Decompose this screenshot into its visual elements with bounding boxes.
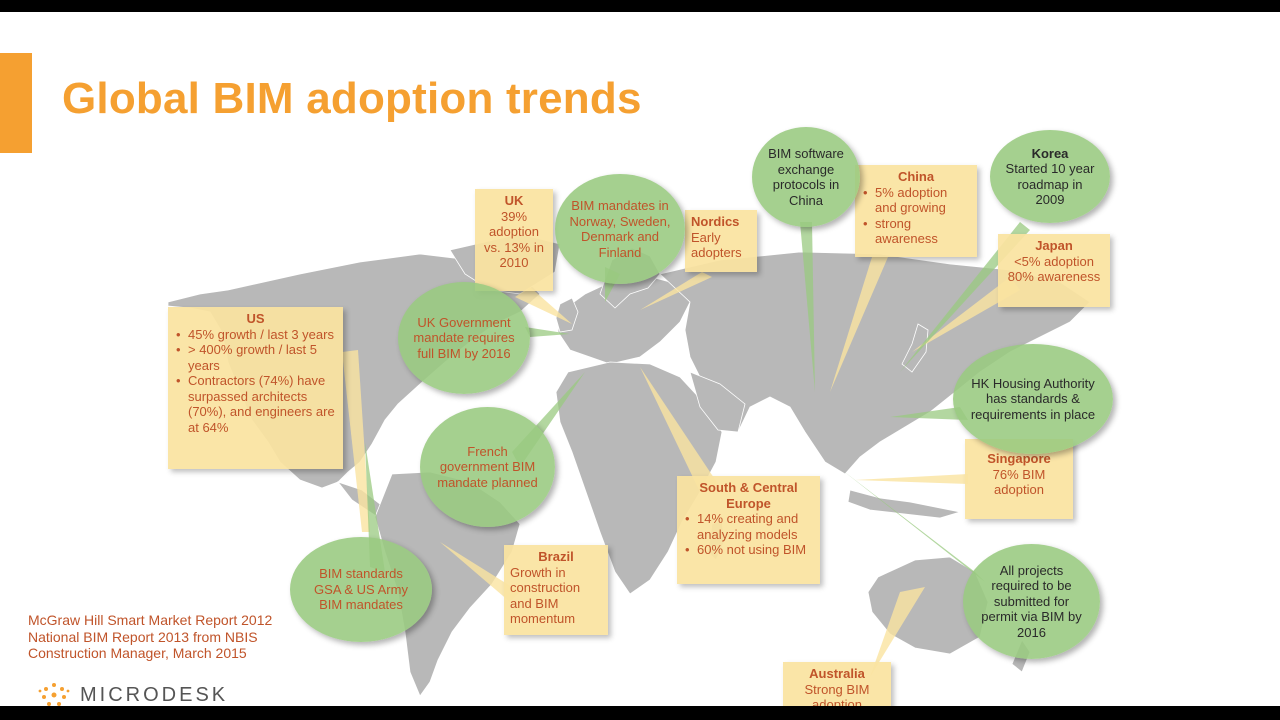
us-callout-title: US	[246, 311, 265, 326]
uk-callout-text: 39% adoption vs. 13% in 2010	[484, 208, 544, 271]
nordic-mandates-bubble-text: BIM mandates in Norway, Sweden, Denmark …	[569, 198, 671, 260]
china-callout-title: China	[897, 169, 935, 184]
us-callout-item: 45% growth / last 3 years	[176, 327, 337, 343]
permit-bim-bubble: All projects required to be submitted fo…	[963, 544, 1100, 659]
brazil-callout-text: Growth in construction and BIM momentum	[510, 564, 581, 627]
us-callout-item: > 400% growth / last 5 years	[176, 342, 337, 373]
korea-bubble: Korea Started 10 year roadmap in 2009	[990, 130, 1110, 223]
south-central-europe-callout-item: 60% not using BIM	[685, 542, 814, 558]
source-line: National BIM Report 2013 from NBIS	[28, 628, 258, 645]
australia-callout: Australia Strong BIM adoption	[783, 662, 891, 706]
callout-pointers	[342, 257, 1020, 677]
french-government-bubble-text: French government BIM mandate planned	[437, 443, 538, 490]
source-line: McGraw Hill Smart Market Report 2012	[28, 612, 273, 628]
japan-callout-line: 80% awareness	[1007, 269, 1101, 284]
korea-bubble-title: Korea	[1031, 145, 1069, 161]
us-standards-bubble: BIM standards GSA & US Army BIM mandates	[290, 537, 432, 642]
china-callout-item: 5% adoption and growing	[863, 185, 971, 216]
china-exchange-bubble-text: BIM software exchange protocols in China	[768, 146, 844, 208]
japan-callout-line: <5% adoption	[1014, 253, 1094, 269]
south-central-europe-callout: South & Central Europe 14% creating and …	[677, 476, 820, 584]
permit-bim-bubble-text: All projects required to be submitted fo…	[981, 562, 1082, 640]
slide-title: Global BIM adoption trends	[62, 74, 642, 123]
south-central-europe-callout-item: 14% creating and analyzing models	[685, 511, 814, 542]
hk-housing-bubble: HK Housing Authority has standards & req…	[953, 344, 1113, 454]
uk-callout-title: UK	[504, 193, 524, 208]
source-line: Construction Manager, March 2015	[28, 645, 247, 661]
australia-callout-title: Australia	[809, 666, 865, 681]
china-callout-item: strong awareness	[863, 216, 971, 247]
uk-government-bubble: UK Government mandate requires full BIM …	[398, 282, 530, 394]
uk-callout: UK 39% adoption vs. 13% in 2010	[475, 189, 553, 291]
arabia-shape	[689, 371, 746, 433]
nordics-callout-title: Nordics	[691, 214, 740, 229]
japan-shape	[901, 323, 929, 373]
sources: McGraw Hill Smart Market Report 2012 Nat…	[28, 612, 272, 662]
uk-shape	[555, 297, 579, 333]
singapore-callout-title: Singapore	[987, 451, 1051, 466]
french-government-bubble: French government BIM mandate planned	[420, 407, 555, 527]
africa-shape	[555, 361, 723, 595]
us-callout: US 45% growth / last 3 years > 400% grow…	[168, 307, 343, 469]
microdesk-logo: MICRODESK	[36, 680, 228, 706]
brazil-callout: Brazil Growth in construction and BIM mo…	[504, 545, 608, 635]
hk-housing-bubble-text: HK Housing Authority has standards & req…	[970, 375, 1096, 422]
us-standards-bubble-text: BIM standards GSA & US Army BIM mandates	[314, 566, 408, 613]
korea-bubble-text: Started 10 year roadmap in 2009	[1005, 161, 1095, 207]
nordics-callout: Nordics Early adopters	[685, 210, 757, 272]
logo-text: MICRODESK	[80, 683, 229, 706]
brazil-callout-title: Brazil	[538, 549, 574, 564]
china-callout: China 5% adoption and growing strong awa…	[855, 165, 977, 257]
uk-government-bubble-text: UK Government mandate requires full BIM …	[413, 314, 515, 361]
singapore-callout-text: 76% BIM adoption	[992, 466, 1046, 498]
indonesia-shape	[847, 489, 961, 519]
japan-callout-title: Japan	[1035, 238, 1073, 253]
nordic-mandates-bubble: BIM mandates in Norway, Sweden, Denmark …	[555, 174, 685, 284]
nordics-callout-text: Early adopters	[691, 229, 742, 261]
slide: Global BIM adoption trends	[0, 12, 1280, 706]
logo-burst-icon	[38, 683, 70, 706]
south-central-europe-callout-title: South & Central Europe	[699, 480, 798, 511]
australia-callout-text: Strong BIM adoption	[804, 681, 870, 707]
japan-callout: Japan <5% adoption 80% awareness	[998, 234, 1110, 307]
accent-bar	[0, 53, 32, 153]
us-callout-item: Contractors (74%) have surpassed archite…	[176, 373, 337, 435]
china-exchange-bubble: BIM software exchange protocols in China	[752, 127, 860, 227]
